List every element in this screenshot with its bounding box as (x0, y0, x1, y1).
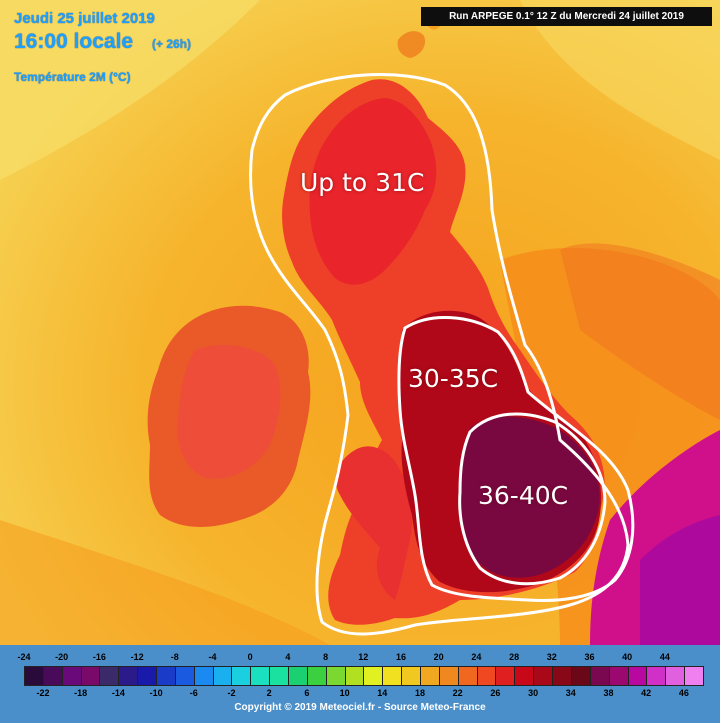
france-hottest-zone (640, 515, 720, 645)
legend-swatch (571, 667, 591, 685)
legend-tick-top: 4 (285, 652, 291, 662)
temperature-color-scale (24, 666, 704, 686)
zone-label-mid: 30-35C (408, 364, 499, 393)
legend-swatch (232, 667, 252, 685)
legend-swatch (62, 667, 82, 685)
legend-tick-top: -12 (130, 652, 144, 662)
legend-swatch (534, 667, 554, 685)
legend-tick-bottom: 38 (603, 688, 614, 698)
legend-tick-bottom: -10 (149, 688, 163, 698)
legend-swatch (402, 667, 422, 685)
legend-tick-bottom: 14 (377, 688, 388, 698)
zone-label-south: 36-40C (478, 481, 569, 510)
legend-tick-bottom: -18 (74, 688, 88, 698)
legend-swatch (81, 667, 101, 685)
legend-tick-top: 44 (659, 652, 670, 662)
legend-tick-top: -8 (170, 652, 179, 662)
zone-outline-30-35 (397, 315, 635, 602)
legend-swatch (194, 667, 214, 685)
legend-tick-top: 24 (471, 652, 482, 662)
forecast-date: Jeudi 25 juillet 2019 (14, 10, 155, 27)
low-countries-warm (560, 243, 720, 420)
legend-tick-top: -20 (55, 652, 69, 662)
legend-tick-bottom: -14 (111, 688, 125, 698)
legend-tick-bottom: 46 (678, 688, 689, 698)
cool-area-northeast (520, 0, 720, 160)
legend-swatch (326, 667, 346, 685)
legend-swatch (213, 667, 233, 685)
legend-tick-top: -24 (17, 652, 31, 662)
legend-swatch (685, 667, 703, 685)
parameter-label: Température 2M (°C) (14, 70, 131, 84)
cool-area-northwest (0, 0, 260, 180)
legend-swatch (609, 667, 629, 685)
wales-south-west (335, 446, 413, 600)
legend-tick-top: 16 (395, 652, 406, 662)
ireland-interior (177, 345, 281, 479)
legend-swatch (553, 667, 572, 685)
legend-tick-bottom: 30 (528, 688, 539, 698)
legend-swatch (439, 667, 459, 685)
temperature-map (0, 0, 720, 645)
legend-tick-top: 36 (584, 652, 595, 662)
legend-tick-bottom: 42 (641, 688, 652, 698)
forecast-time: 16:00 locale (14, 30, 134, 53)
legend-swatch (100, 667, 120, 685)
legend-swatch (175, 667, 195, 685)
east-anglia-extreme-heat (459, 416, 600, 578)
legend-tick-top: 40 (622, 652, 633, 662)
legend-swatch (43, 667, 63, 685)
legend-swatch (289, 667, 308, 685)
zone-outline-36-40 (458, 412, 607, 586)
model-run-banner: Run ARPEGE 0.1° 12 Z du Mercredi 24 juil… (421, 7, 712, 26)
legend-swatch (666, 667, 686, 685)
legend-tick-top: 8 (323, 652, 329, 662)
legend-swatch (458, 667, 478, 685)
legend-swatch (383, 667, 403, 685)
legend-swatch (157, 667, 176, 685)
forecast-offset: (+ 26h) (152, 37, 192, 51)
legend-tick-top: 12 (358, 652, 369, 662)
zone-outline-up-to-31 (249, 73, 630, 636)
legend-top-ticks: -24 -20 -16 -12 -8 -4 0 4 8 12 16 20 24 28 32 36 40 44 (0, 652, 720, 666)
legend-swatch (270, 667, 290, 685)
legend-swatch (590, 667, 610, 685)
legend-swatch (496, 667, 516, 685)
orkney-islands (397, 31, 426, 58)
legend-tick-top: 32 (546, 652, 557, 662)
legend-tick-bottom: 10 (339, 688, 350, 698)
scotland-highlands (309, 98, 437, 285)
legend-swatch (364, 667, 384, 685)
legend-tick-top: 28 (509, 652, 520, 662)
legend-tick-bottom: 18 (414, 688, 425, 698)
legend-tick-top: -16 (92, 652, 106, 662)
legend-swatch (515, 667, 535, 685)
legend-swatch (477, 667, 497, 685)
legend-tick-bottom: 26 (490, 688, 501, 698)
copyright-notice: Copyright © 2019 Meteociel.fr - Source M… (234, 702, 486, 713)
legend-swatch (138, 667, 158, 685)
legend-bottom-ticks: -22 -18 -14 -10 -6 -2 2 6 10 14 18 22 26 30 34 38 42 46 (0, 688, 720, 702)
zone-label-north: Up to 31C (300, 168, 425, 197)
legend-tick-bottom: 2 (266, 688, 272, 698)
legend-tick-bottom: -22 (36, 688, 50, 698)
legend-swatch (421, 667, 440, 685)
legend-tick-top: 20 (433, 652, 444, 662)
legend-swatch (628, 667, 648, 685)
legend-swatch (307, 667, 327, 685)
legend-tick-bottom: 34 (565, 688, 576, 698)
legend-tick-bottom: 6 (304, 688, 310, 698)
legend-tick-bottom: 22 (452, 688, 463, 698)
legend-swatch (119, 667, 139, 685)
warm-sea-south (0, 520, 330, 645)
legend-swatch (345, 667, 365, 685)
legend-tick-bottom: -6 (189, 688, 198, 698)
legend-swatch (647, 667, 667, 685)
legend-swatch (25, 667, 44, 685)
legend-swatch (251, 667, 271, 685)
legend-tick-top: -4 (208, 652, 217, 662)
legend-tick-bottom: -2 (227, 688, 236, 698)
legend-tick-top: 0 (247, 652, 253, 662)
